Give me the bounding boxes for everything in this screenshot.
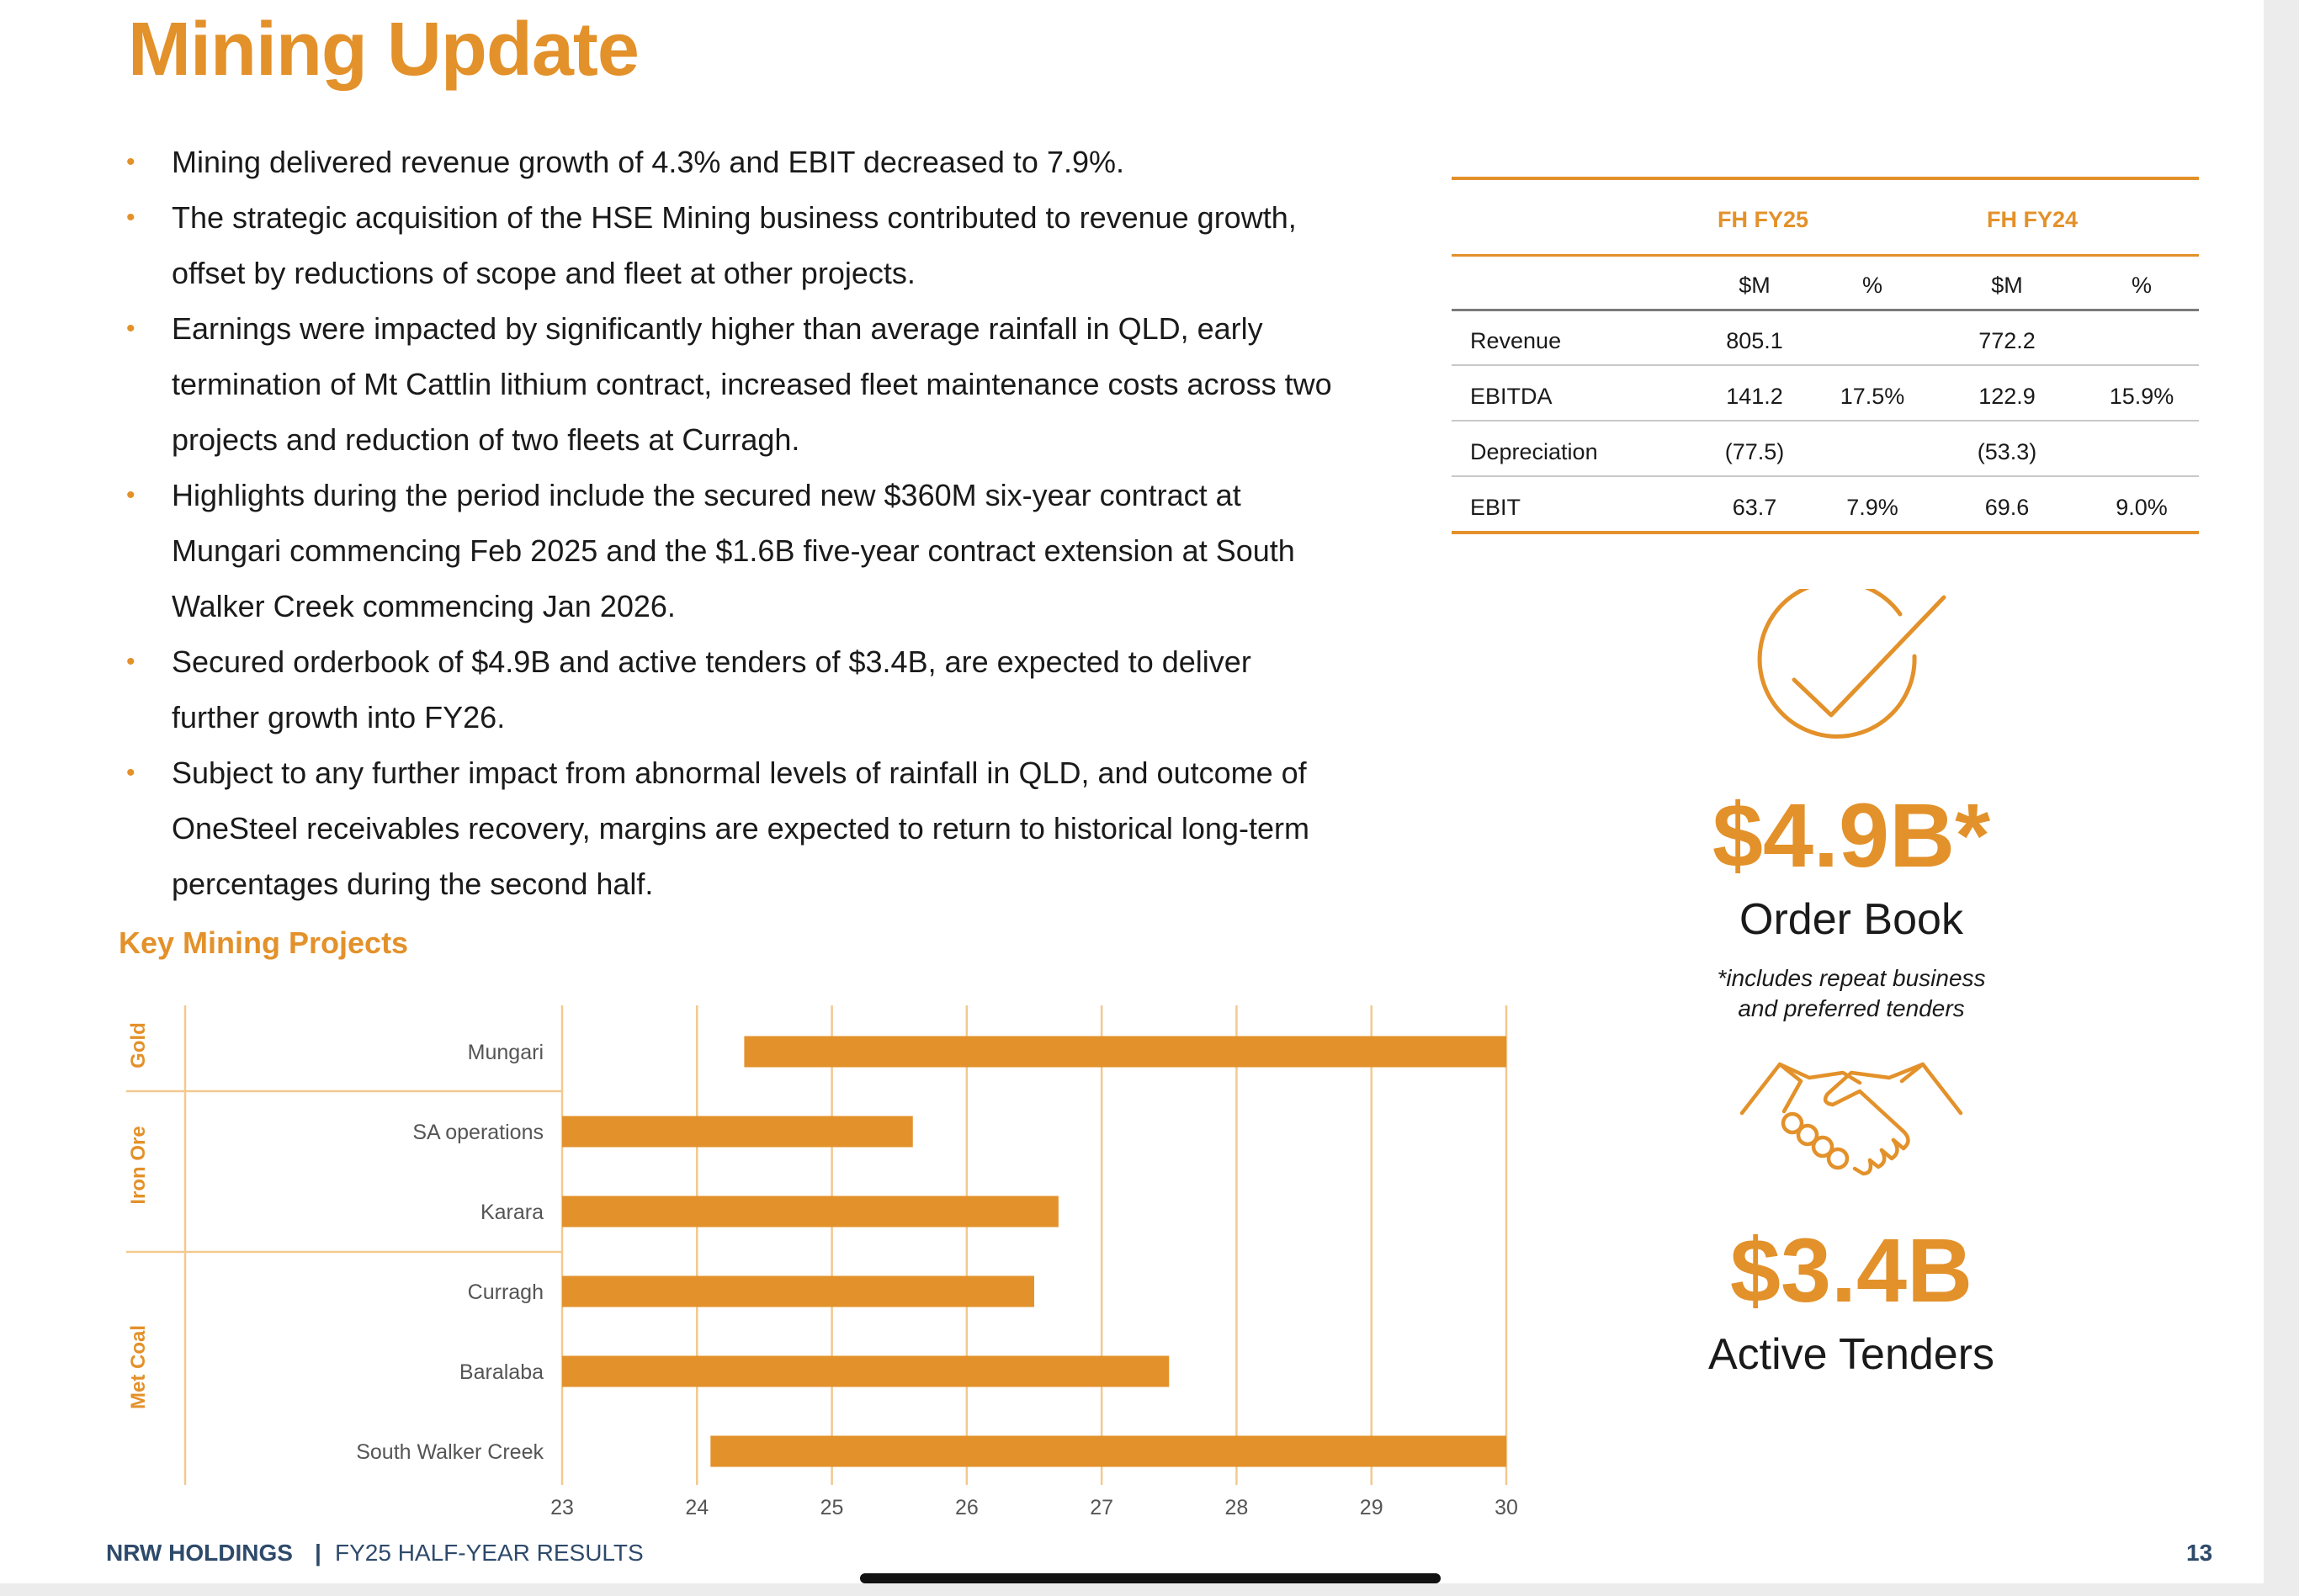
active-tenders-value: $3.4B xyxy=(1729,1219,1973,1321)
bullet-dot: • xyxy=(126,481,135,509)
x-tick-label: 30 xyxy=(1495,1496,1518,1519)
bullet-dot: • xyxy=(126,148,135,176)
order-book-label: Order Book xyxy=(1739,895,1963,944)
page-number: 13 xyxy=(2186,1540,2213,1566)
bullet-line: Walker Creek commencing Jan 2026. xyxy=(172,589,676,623)
bullet-item: • Subject to any further impact from abno… xyxy=(118,745,1380,912)
bullet-line: OneSteel receivables recovery, margins a… xyxy=(172,811,1309,846)
order-book-note-line: *includes repeat business xyxy=(1717,965,1986,991)
table-cell: 772.2 xyxy=(1978,328,2036,353)
group-label: Gold xyxy=(127,1022,150,1068)
row-label: Revenue xyxy=(1470,328,1562,353)
table-subheader-rule xyxy=(1452,309,2199,311)
home-indicator[interactable] xyxy=(860,1573,1441,1583)
project-label: Karara xyxy=(481,1201,544,1224)
bullet-line: termination of Mt Cattlin lithium contra… xyxy=(172,367,1332,401)
bullet-line: Highlights during the period include the… xyxy=(172,478,1241,512)
table-bottom-rule xyxy=(1452,531,2199,534)
project-label: Baralaba xyxy=(459,1360,544,1384)
project-bar xyxy=(562,1196,1059,1227)
table-cell: (77.5) xyxy=(1724,439,1785,464)
x-tick-label: 25 xyxy=(820,1496,844,1519)
table-cell: 805.1 xyxy=(1726,328,1783,353)
bullet-line: percentages during the second half. xyxy=(172,867,654,901)
project-label: Mungari xyxy=(468,1041,544,1064)
project-label: Curragh xyxy=(468,1281,544,1304)
header-fh-fy25: FH FY25 xyxy=(1717,207,1809,232)
table-cell: 69.6 xyxy=(1984,495,2030,520)
order-book-note-line: and preferred tenders xyxy=(1738,995,1965,1021)
row-label: EBITDA xyxy=(1470,384,1553,409)
table-header-rule xyxy=(1452,254,2199,257)
bullet-dot: • xyxy=(126,204,135,231)
bullet-dot: • xyxy=(126,648,135,676)
subheader-fy24-pct: % xyxy=(2131,273,2152,298)
viewer-bottom-edge xyxy=(0,1583,2264,1596)
bullet-list: • Mining delivered revenue growth of 4.3%… xyxy=(118,135,1380,912)
active-tenders-label: Active Tenders xyxy=(1707,1330,1995,1379)
table-cell: 17.5% xyxy=(1840,384,1905,409)
group-label: Met Coal xyxy=(127,1325,150,1409)
footer-separator: | xyxy=(315,1540,321,1566)
subheader-fy24-amount: $M xyxy=(1991,273,2023,298)
subheader-fy25-amount: $M xyxy=(1739,273,1771,298)
bullet-item: • Highlights during the period include th… xyxy=(118,468,1380,634)
projects-title: Key Mining Projects xyxy=(119,925,409,960)
header-fh-fy24: FH FY24 xyxy=(1986,207,2079,232)
bullet-line: offset by reductions of scope and fleet … xyxy=(172,256,916,290)
bullet-line: The strategic acquisition of the HSE Min… xyxy=(172,200,1297,235)
bullet-dot: • xyxy=(126,759,135,787)
bullet-line: projects and reduction of two fleets at … xyxy=(172,422,800,457)
x-tick-label: 26 xyxy=(955,1496,979,1519)
row-label: EBIT xyxy=(1470,495,1521,520)
footer-company: NRW HOLDINGS xyxy=(106,1540,293,1566)
bullet-dot: • xyxy=(126,315,135,342)
table-cell: 7.9% xyxy=(1846,495,1898,520)
row-divider xyxy=(1452,420,2199,422)
table-top-rule xyxy=(1452,177,2199,180)
table-cell: 63.7 xyxy=(1732,495,1777,520)
x-tick-label: 29 xyxy=(1360,1496,1383,1519)
bullet-line: Mungari commencing Feb 2025 and the $1.6… xyxy=(172,533,1295,568)
order-book-value: $4.9B* xyxy=(1712,784,1991,886)
group-label: Iron Ore xyxy=(127,1126,150,1204)
footer-document-title: FY25 HALF-YEAR RESULTS xyxy=(335,1540,644,1566)
order-book-note: *includes repeat business and preferred … xyxy=(1683,963,2020,1024)
projects-gantt-chart: 23 24 25 26 27 28 29 30 Gold Iron Ore Met Coal Mung… xyxy=(126,1005,1518,1519)
x-tick-label: 27 xyxy=(1090,1496,1113,1519)
project-bar xyxy=(744,1036,1506,1068)
project-bar xyxy=(562,1275,1034,1307)
table-cell: 141.2 xyxy=(1726,384,1783,409)
bullet-line: Subject to any further impact from abnor… xyxy=(172,756,1307,790)
project-bar xyxy=(562,1355,1170,1387)
project-bar xyxy=(710,1435,1506,1467)
bullet-item: • Earnings were impacted by significantly… xyxy=(118,301,1380,468)
bullet-item: • The strategic acquisition of the HSE Mi… xyxy=(118,190,1380,301)
viewer-edge xyxy=(2264,0,2299,1596)
row-label: Depreciation xyxy=(1470,439,1598,464)
table-cell: 15.9% xyxy=(2109,384,2174,409)
table-cell: 122.9 xyxy=(1978,384,2036,409)
project-label: SA operations xyxy=(412,1121,544,1144)
table-cell: 9.0% xyxy=(2116,495,2168,520)
bullet-line: Earnings were impacted by significantly … xyxy=(172,311,1263,346)
project-label: South Walker Creek xyxy=(356,1440,544,1464)
x-tick-label: 28 xyxy=(1225,1496,1249,1519)
x-tick-label: 24 xyxy=(685,1496,709,1519)
page-title: Mining Update xyxy=(128,8,640,92)
bullet-line: Secured orderbook of $4.9B and active te… xyxy=(172,644,1251,679)
project-bar xyxy=(562,1116,913,1148)
bullet-item: • Mining delivered revenue growth of 4.3%… xyxy=(118,135,1380,190)
subheader-fy25-pct: % xyxy=(1861,273,1882,298)
check-circle-icon xyxy=(1757,589,1946,739)
x-tick-label: 23 xyxy=(550,1496,574,1519)
table-cell: (53.3) xyxy=(1977,439,2037,464)
row-divider xyxy=(1452,364,2199,366)
bullet-line: Mining delivered revenue growth of 4.3% … xyxy=(172,145,1125,179)
bullet-item: • Secured orderbook of $4.9B and active t… xyxy=(118,634,1380,745)
handshake-icon xyxy=(1739,1062,1963,1176)
row-divider xyxy=(1452,475,2199,477)
bullet-line: further growth into FY26. xyxy=(172,700,506,734)
